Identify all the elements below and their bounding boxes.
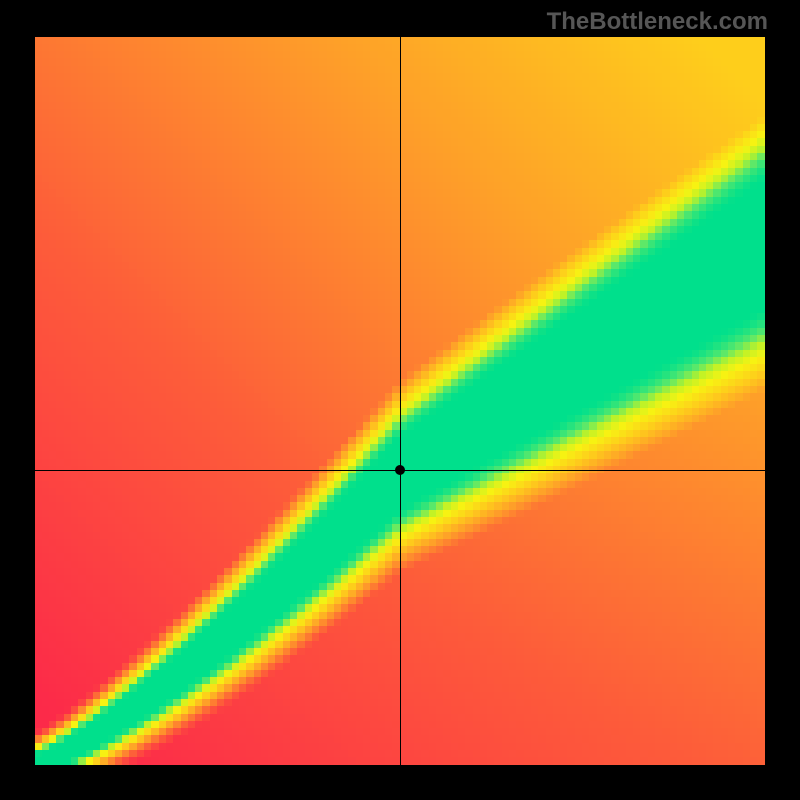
chart-container: TheBottleneck.com <box>0 0 800 800</box>
crosshair-vertical <box>400 37 401 765</box>
watermark-text: TheBottleneck.com <box>547 8 768 36</box>
